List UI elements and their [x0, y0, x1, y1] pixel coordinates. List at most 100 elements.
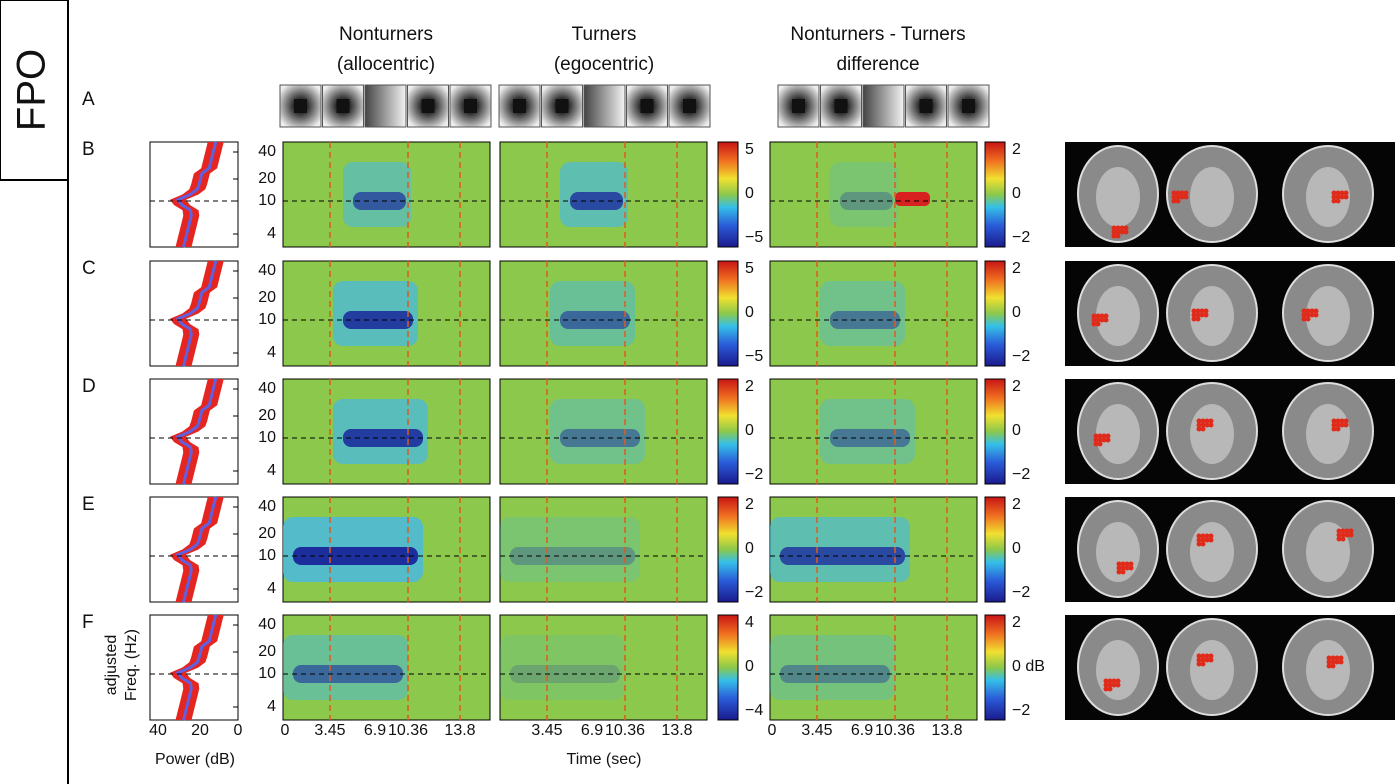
power-mean [175, 378, 218, 485]
alpha-halo [830, 162, 898, 227]
source-dot [1204, 422, 1210, 428]
source-dot [1097, 441, 1103, 447]
source-dot [1111, 682, 1117, 688]
source-dot [1348, 532, 1354, 538]
source-dot [1204, 418, 1210, 424]
source-dot [1124, 561, 1130, 567]
colorbar-label: −2 [745, 584, 763, 601]
source-dot [1091, 317, 1097, 323]
row-letter: E [82, 494, 95, 515]
source-dot [1208, 533, 1214, 539]
source-dot [1123, 225, 1129, 231]
source-dot [1200, 426, 1206, 432]
freq-tick-label: 40 [258, 616, 276, 633]
stimulus-center [919, 99, 933, 113]
brain-inner [1190, 404, 1234, 464]
time-tick-label: 13.8 [444, 722, 475, 739]
source-dot [1120, 561, 1126, 567]
source-dot [1093, 437, 1099, 443]
source-dot [1196, 661, 1202, 667]
source-dot [1175, 194, 1181, 200]
stimulus-center [513, 99, 526, 113]
source-dot [1343, 422, 1349, 428]
column-title: (allocentric) [337, 54, 435, 75]
source-dot [1103, 678, 1109, 684]
time-tick-label: 0 [768, 722, 777, 739]
fpo-label: FPO [10, 49, 54, 131]
source-dot [1175, 198, 1181, 204]
source-dot [1326, 663, 1332, 669]
time-tick-label: 13.8 [661, 722, 692, 739]
source-dot [1305, 316, 1311, 322]
source-dot [1335, 198, 1341, 204]
source-dot [1097, 437, 1103, 443]
brain-inner [1096, 404, 1140, 464]
alpha-halo [500, 517, 640, 582]
freq-axis-label: Freq. (Hz) [123, 629, 140, 701]
stimulus-frame [541, 84, 583, 128]
source-dot [1179, 190, 1185, 196]
source-dot [1120, 565, 1126, 571]
source-dot [1200, 537, 1206, 543]
time-tick-label: 3.45 [531, 722, 562, 739]
source-dot [1107, 686, 1113, 692]
source-dot [1340, 528, 1346, 534]
brain-inner [1306, 286, 1350, 346]
source-dot [1326, 659, 1332, 665]
source-dot [1344, 528, 1350, 534]
row-letter: C [82, 258, 96, 279]
row-letter: A [82, 89, 95, 110]
source-dot [1111, 225, 1117, 231]
source-dot [1305, 312, 1311, 318]
source-dot [1115, 682, 1121, 688]
source-dot [1191, 308, 1197, 314]
source-dot [1301, 316, 1307, 322]
source-dot [1171, 198, 1177, 204]
source-dot [1301, 308, 1307, 314]
source-dot [1340, 532, 1346, 538]
source-dot [1103, 686, 1109, 692]
source-dot [1123, 229, 1129, 235]
source-dot [1128, 565, 1134, 571]
freq-tick-label: 20 [258, 525, 276, 542]
freq-tick-label: 40 [258, 380, 276, 397]
source-dot [1116, 561, 1122, 567]
brain-inner [1306, 167, 1350, 227]
freq-tick-label: 10 [258, 547, 276, 564]
power-tick-label: 20 [191, 722, 209, 739]
source-dot [1331, 198, 1337, 204]
positive-blob [895, 192, 930, 206]
brain-inner [1306, 640, 1350, 700]
source-dot [1330, 659, 1336, 665]
source-dot [1200, 653, 1206, 659]
source-dot [1195, 308, 1201, 314]
source-dot [1208, 657, 1214, 663]
colorbar [717, 141, 739, 248]
time-freq-map [499, 496, 708, 603]
source-dot [1196, 653, 1202, 659]
column-title: (egocentric) [554, 54, 654, 75]
colorbar-label: −2 [1012, 584, 1030, 601]
stimulus-center [336, 99, 350, 113]
source-dot [1119, 229, 1125, 235]
brain-inner [1096, 167, 1140, 227]
colorbar-label: 0 [1012, 540, 1021, 557]
time-tick-label: 3.45 [801, 722, 832, 739]
colorbar-label: 2 [1012, 141, 1021, 158]
source-dot [1119, 225, 1125, 231]
source-dot [1330, 663, 1336, 669]
source-dot [1339, 418, 1345, 424]
colorbar [717, 614, 739, 721]
source-dot [1343, 194, 1349, 200]
colorbar-label: −2 [1012, 229, 1030, 246]
source-dot [1093, 441, 1099, 447]
stimulus-frame [862, 84, 905, 128]
source-dot [1340, 536, 1346, 542]
alpha-blob [840, 192, 893, 210]
colorbar-label: 0 [745, 658, 754, 675]
column-title: difference [836, 54, 919, 75]
colorbar-label: 0 [745, 304, 754, 321]
colorbar-label: 0 [745, 422, 754, 439]
source-dot [1093, 433, 1099, 439]
column-title: Nonturners - Turners [790, 24, 965, 45]
